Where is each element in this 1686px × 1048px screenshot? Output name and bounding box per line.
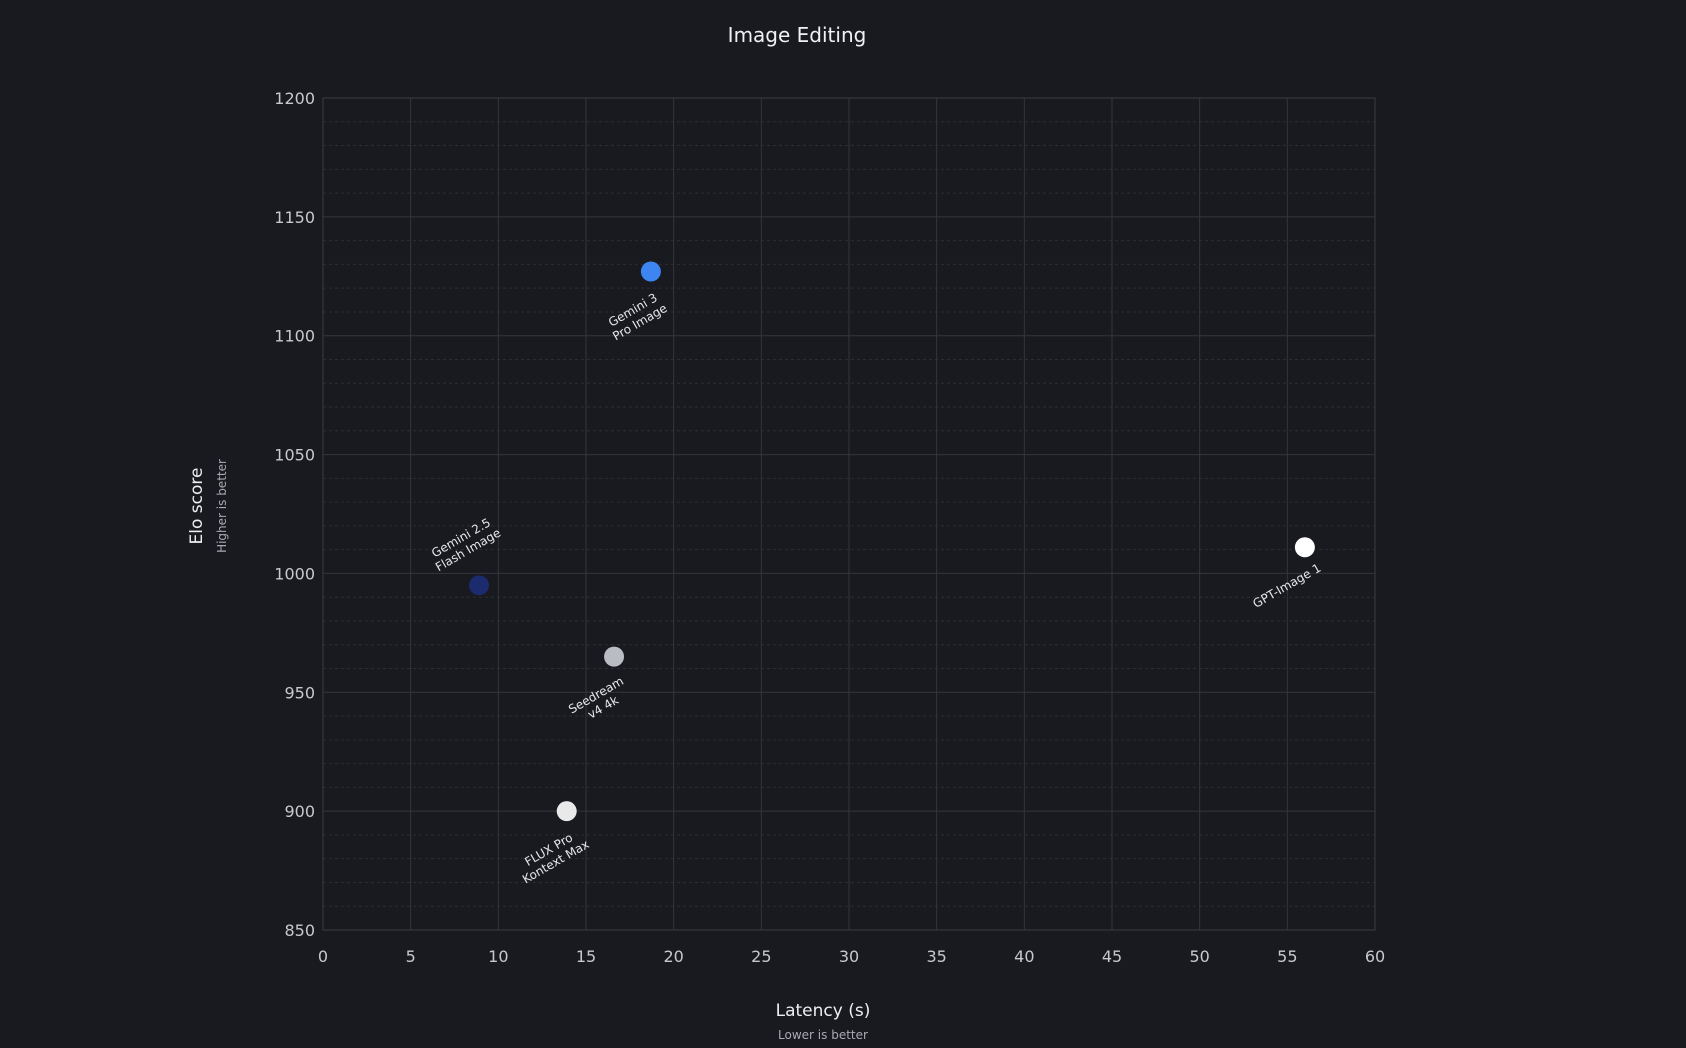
point-label-text: Gemini 3Pro Image (603, 289, 669, 343)
x-tick-label: 15 (576, 947, 596, 966)
x-tick-label: 20 (663, 947, 683, 966)
y-axis-sublabel: Higher is better (215, 459, 229, 553)
y-tick-label: 950 (284, 683, 315, 702)
point-label-text: Gemini 2.5Flash Image (426, 514, 503, 575)
x-tick-label: 45 (1102, 947, 1122, 966)
x-tick-label: 5 (406, 947, 416, 966)
y-tick-label: 900 (284, 802, 315, 821)
axis-ticks: 0 5 10 15 20 25 30 35 40 45 50 55 60 850 900 950 1000 105… (274, 89, 1385, 966)
plot-frame (322, 97, 1376, 931)
data-point (469, 575, 490, 596)
point-label: FLUX ProKontext Max (513, 825, 592, 887)
point-label-text: Seedreamv4 4k (566, 674, 633, 729)
y-tick-label: 1100 (274, 327, 315, 346)
y-tick-label: 1050 (274, 446, 315, 465)
point-label-text: FLUX ProKontext Max (513, 825, 592, 887)
x-axis-label: Latency (s) (776, 1001, 871, 1021)
x-tick-label: 35 (926, 947, 946, 966)
grid (322, 97, 1376, 931)
x-tick-label: 40 (1014, 947, 1034, 966)
data-points: Gemini 3Pro Image Gemini 2.5Flash Image Se… (426, 261, 1323, 887)
data-point (640, 261, 661, 282)
y-axis-label: Elo score (187, 468, 207, 545)
x-tick-label: 55 (1277, 947, 1297, 966)
chart-title: Image Editing (728, 23, 867, 47)
x-tick-label: 30 (839, 947, 859, 966)
data-point (1294, 537, 1315, 558)
x-tick-label: 25 (751, 947, 771, 966)
x-tick-label: 50 (1189, 947, 1209, 966)
y-tick-label: 1000 (274, 564, 315, 583)
data-point (556, 801, 577, 822)
y-tick-label: 1150 (274, 208, 315, 227)
point-label: Gemini 2.5Flash Image (426, 514, 503, 575)
y-tick-label: 850 (284, 921, 315, 940)
point-label: Gemini 3Pro Image (603, 289, 670, 343)
point-label: Seedreamv4 4k (566, 674, 633, 729)
x-tick-label: 0 (318, 947, 328, 966)
data-point (604, 646, 625, 667)
x-axis-sublabel: Lower is better (778, 1028, 868, 1042)
x-tick-label: 60 (1365, 947, 1385, 966)
y-tick-label: 1200 (274, 89, 315, 108)
x-tick-label: 10 (488, 947, 508, 966)
